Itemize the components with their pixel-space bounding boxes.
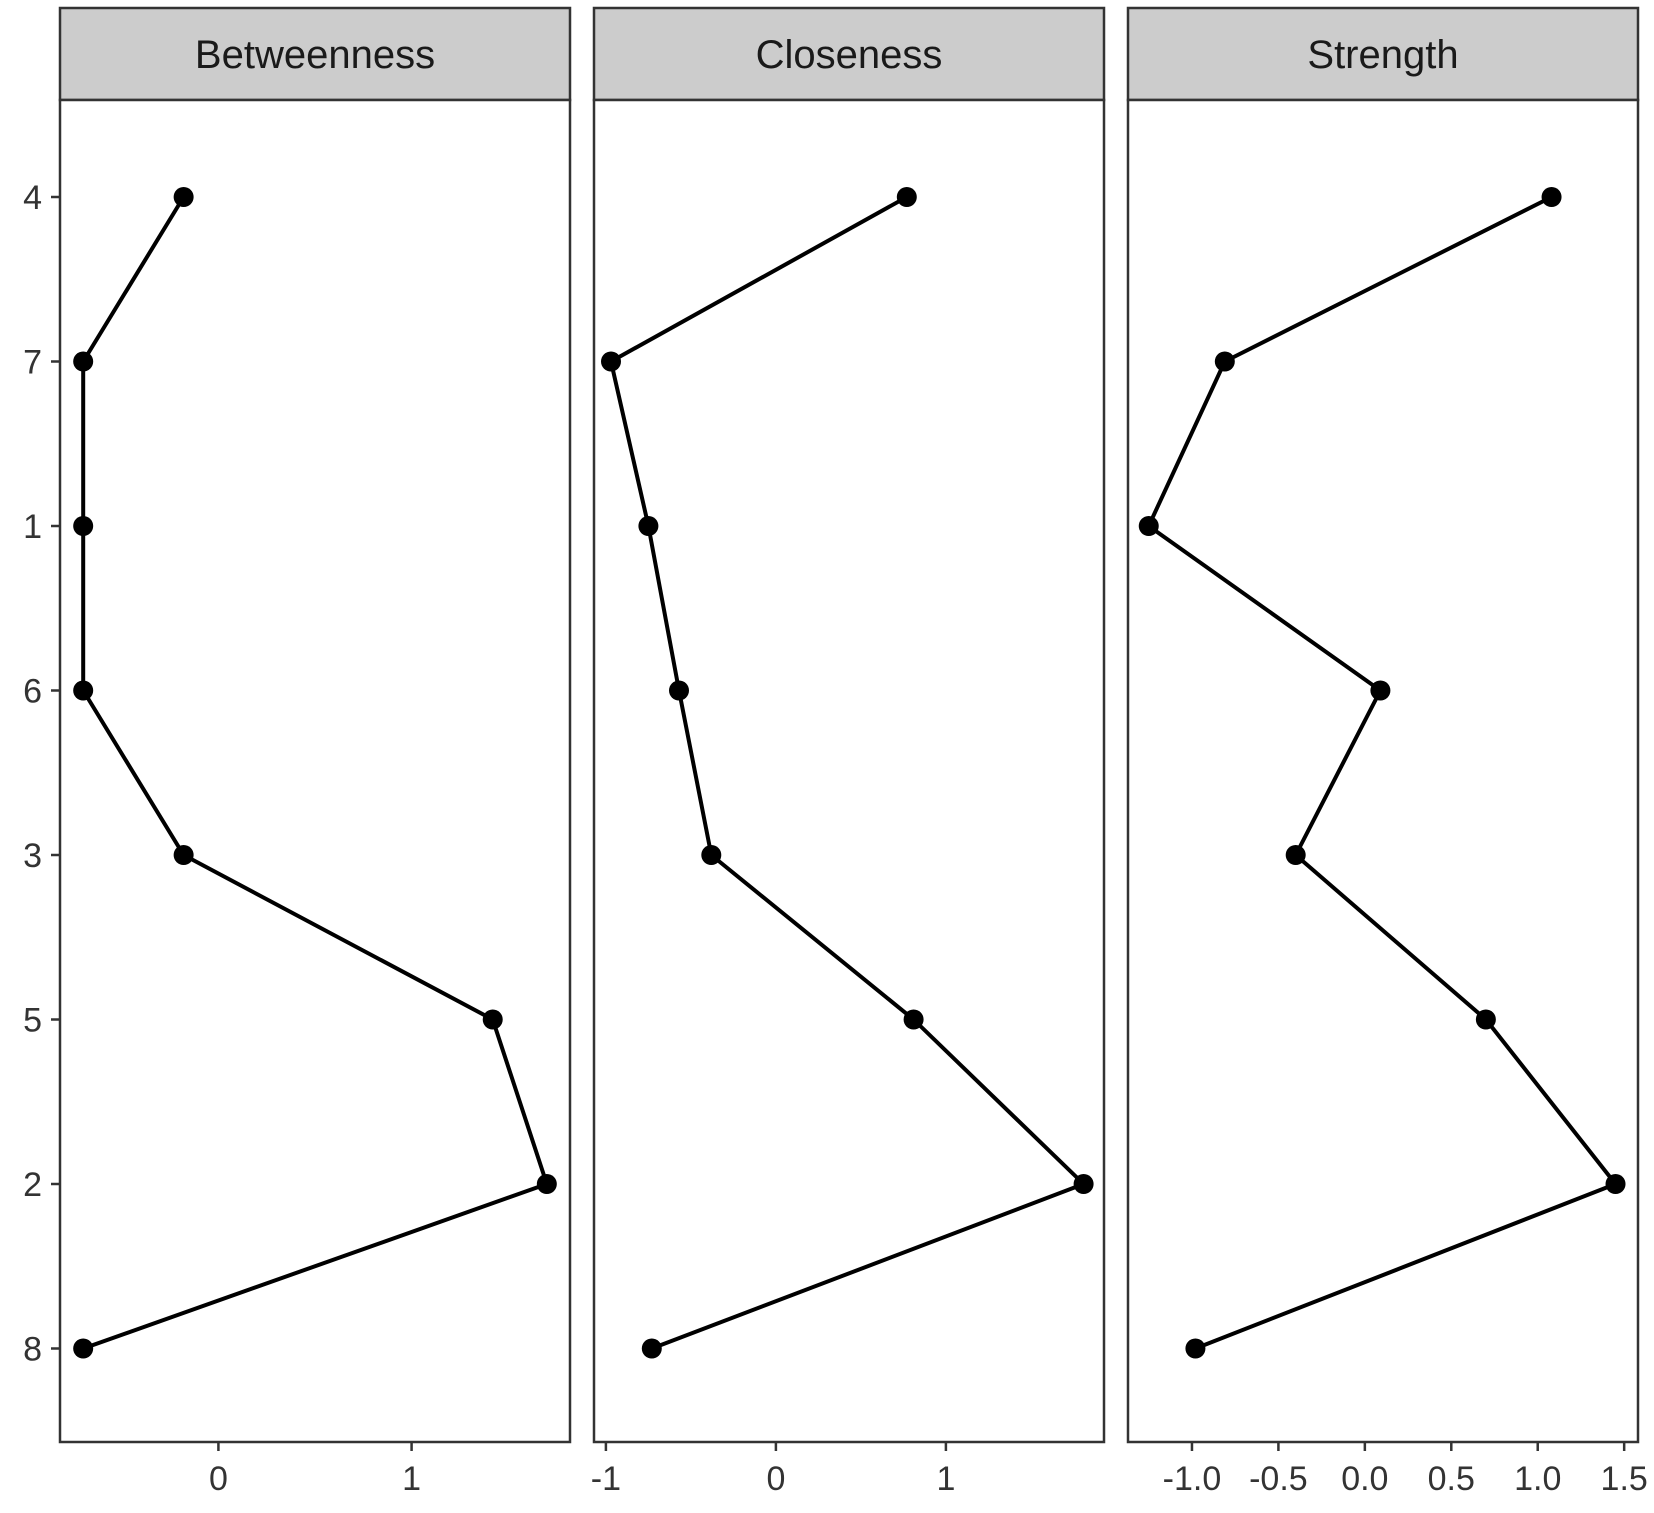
x-tick-label: -1	[591, 1460, 621, 1498]
facet-title: Betweenness	[195, 33, 435, 77]
data-point-betweenness-7	[73, 351, 94, 372]
data-point-strength-5	[1475, 1009, 1496, 1030]
x-tick-label: 0.5	[1428, 1460, 1475, 1498]
data-point-betweenness-4	[173, 187, 194, 207]
data-point-betweenness-6	[73, 680, 94, 701]
series-line-closeness	[609, 195, 1086, 1351]
data-point-closeness-5	[903, 1009, 924, 1030]
data-point-strength-3	[1285, 845, 1306, 865]
data-point-strength-7	[1214, 351, 1235, 372]
data-point-closeness-2	[1073, 1174, 1094, 1194]
facet-strip	[1126, 6, 1640, 102]
x-tick-label: 0.0	[1341, 1460, 1388, 1498]
data-point-closeness-7	[601, 351, 621, 372]
x-tick-label: -1.0	[1163, 1460, 1222, 1498]
data-point-betweenness-3	[173, 845, 194, 865]
panel-closeness: Closeness -1 0 1	[591, 6, 1106, 1498]
data-point-closeness-1	[638, 516, 659, 536]
series-line-strength	[1146, 195, 1618, 1351]
y-tick-label: 1	[23, 508, 42, 546]
y-tick-label: 5	[23, 1002, 42, 1040]
data-point-strength-6	[1370, 680, 1391, 701]
y-tick-label: 8	[23, 1331, 42, 1369]
facet-strip	[58, 6, 572, 102]
panel-strength: Strength -1.0 -0.5 0.0 0.5 1.0 1.5	[1126, 6, 1648, 1498]
x-tick-label: 0	[209, 1460, 228, 1498]
facet-title: Strength	[1307, 33, 1458, 77]
data-point-strength-1	[1138, 516, 1159, 536]
facet-title: Closeness	[756, 33, 943, 77]
panel-border	[592, 98, 1106, 1444]
y-axis: 4 7 1 6 3 5 2 8	[23, 179, 60, 1369]
panel-betweenness: Betweenness 0 1	[58, 6, 572, 1498]
facet-strip	[592, 6, 1106, 102]
y-tick-label: 2	[23, 1166, 42, 1204]
data-point-betweenness-1	[73, 516, 94, 536]
panel-border	[58, 98, 572, 1444]
data-point-betweenness-8	[73, 1338, 94, 1359]
series-line-betweenness	[81, 195, 549, 1351]
data-point-closeness-8	[641, 1338, 662, 1359]
x-tick-label: 1.0	[1514, 1460, 1561, 1498]
data-point-strength-2	[1605, 1174, 1626, 1194]
data-point-betweenness-2	[536, 1174, 557, 1194]
x-tick-label: 1.5	[1601, 1460, 1648, 1498]
x-tick-label: -0.5	[1249, 1460, 1308, 1498]
data-point-closeness-6	[669, 680, 689, 701]
x-tick-label: 1	[936, 1460, 955, 1498]
data-point-closeness-3	[701, 845, 722, 865]
x-tick-label: 1	[402, 1460, 421, 1498]
y-tick-label: 3	[23, 837, 42, 875]
x-tick-label: 0	[766, 1460, 785, 1498]
data-point-betweenness-5	[482, 1009, 503, 1030]
y-tick-label: 6	[23, 673, 42, 711]
y-tick-label: 7	[23, 344, 42, 382]
data-point-strength-8	[1185, 1338, 1206, 1359]
y-tick-label: 4	[23, 179, 42, 217]
panel-border	[1126, 98, 1640, 1444]
data-point-closeness-4	[896, 187, 917, 207]
data-point-strength-4	[1541, 187, 1562, 207]
